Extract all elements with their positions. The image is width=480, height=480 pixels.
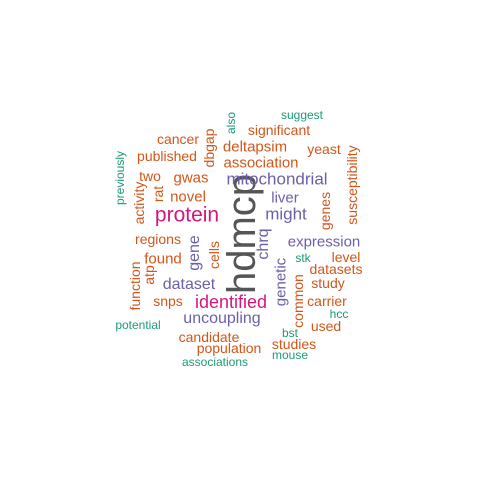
word-snps: snps	[153, 293, 183, 309]
word-genes: genes	[317, 191, 333, 231]
word-genetic: genetic	[272, 257, 290, 307]
word-potential: potential	[115, 318, 161, 332]
word-function: function	[127, 261, 143, 311]
word-datasets: datasets	[309, 261, 363, 277]
word-population: population	[196, 340, 262, 356]
word-used: used	[310, 318, 342, 334]
word-association: association	[223, 154, 299, 172]
word-regions: regions	[135, 231, 181, 247]
word-atp: atp	[141, 265, 157, 285]
word-two: two	[139, 168, 161, 184]
word-dataset: dataset	[162, 276, 216, 293]
word-suggest: suggest	[280, 108, 324, 122]
word-level: level	[331, 249, 361, 265]
word-liver: liver	[271, 189, 299, 207]
word-expression: expression	[287, 233, 361, 251]
word-carrier: carrier	[307, 293, 347, 309]
word-gwas: gwas	[173, 169, 209, 187]
word-studies: studies	[271, 336, 317, 352]
word-protein: protein	[154, 203, 220, 227]
word-might: might	[265, 204, 307, 224]
word-gene: gene	[186, 235, 203, 271]
word-dbgap: dbgap	[201, 128, 217, 168]
word-found: found	[144, 250, 182, 268]
word-novel: novel	[170, 188, 206, 206]
word-hcc: hcc	[329, 307, 349, 321]
word-also: also	[224, 111, 238, 135]
word-cancer: cancer	[156, 131, 200, 147]
word-susceptibility: susceptibility	[344, 145, 360, 225]
word-significant: significant	[247, 122, 311, 138]
word-published: published	[137, 148, 197, 164]
word-identified: identified	[194, 292, 268, 312]
word-study: study	[311, 275, 345, 291]
word-mouse: mouse	[271, 348, 309, 362]
word-common: common	[290, 274, 306, 328]
word-yeast: yeast	[307, 141, 341, 157]
word-activity: activity	[131, 181, 147, 225]
word-associations: associations	[181, 355, 249, 369]
word-candidate: candidate	[178, 329, 240, 345]
word-deltapsim: deltapsim	[222, 138, 288, 156]
word-bst: bst	[281, 326, 299, 340]
word-previously: previously	[113, 150, 127, 206]
word-chrq: chrq	[255, 228, 272, 260]
word-mitochondrial: mitochondrial	[226, 169, 328, 189]
word-uncoupling: uncoupling	[183, 310, 261, 327]
word-stk: stk	[295, 251, 311, 265]
word-rat: rat	[150, 185, 166, 203]
word-cells: cells	[206, 240, 222, 270]
